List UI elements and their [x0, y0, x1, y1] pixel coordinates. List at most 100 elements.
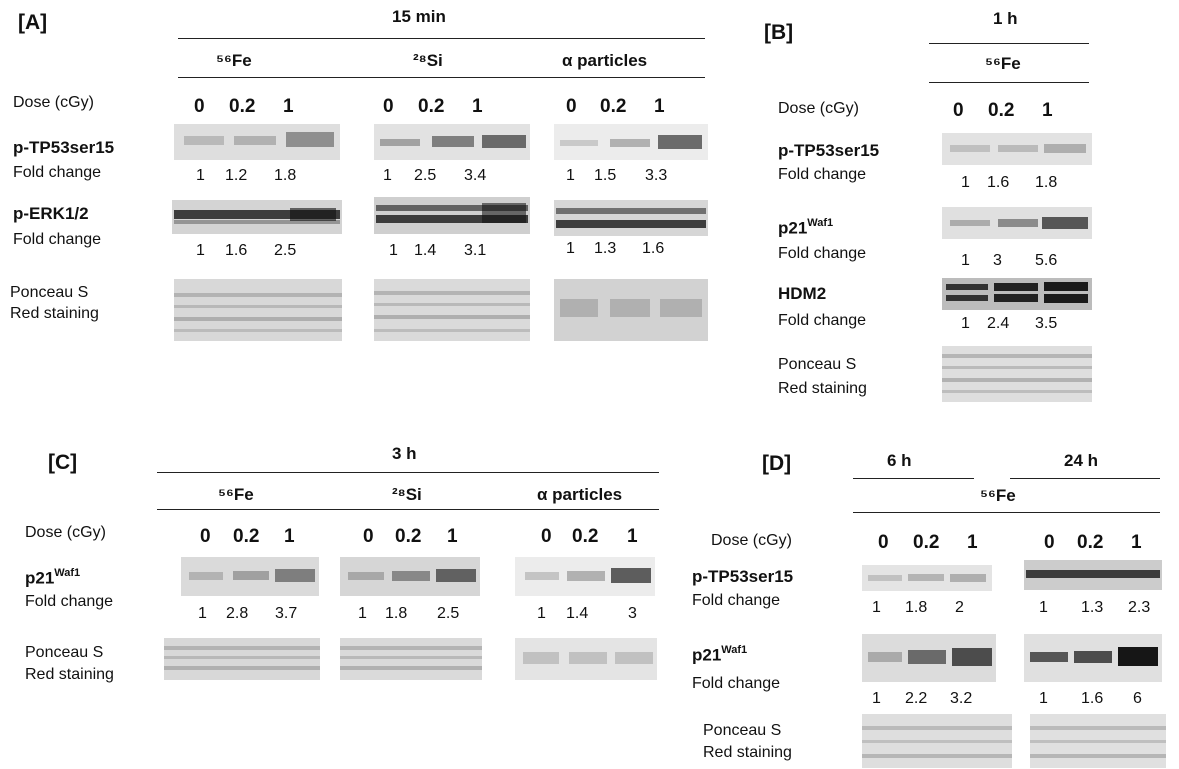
ponceau-stain-image [174, 279, 342, 341]
panel-d-protein-name: p21 [692, 645, 722, 665]
fold-value: 1 [196, 167, 205, 184]
panel-c-dose: 1 [627, 526, 638, 547]
panel-a-dose: 0 [566, 96, 577, 117]
panel-a-dose: 0 [194, 96, 205, 117]
ponceau-stain-image [942, 346, 1092, 402]
panel-d-dose: 0.2 [1077, 532, 1104, 553]
ponceau-stain-image [340, 638, 482, 680]
panel-c-dose: 0 [200, 526, 211, 547]
panel-b-dose-label: Dose (cGy) [778, 100, 859, 117]
panel-c-protein-sup: Waf1 [54, 567, 81, 579]
blot-band-image [1024, 560, 1162, 590]
panel-d-time: 24 h [1064, 451, 1099, 470]
fold-value: 1.8 [1035, 174, 1058, 191]
fold-value: 1.4 [414, 242, 437, 259]
blot-band-image [942, 278, 1092, 310]
panel-d-group-line [853, 512, 1160, 513]
fold-value: 1 [961, 315, 970, 332]
fold-value: 3 [993, 252, 1002, 269]
panel-d-protein-sup: Waf1 [721, 644, 748, 656]
panel-a-protein-label: p-TP53ser15 [13, 138, 115, 157]
fold-value: 3.7 [275, 605, 298, 622]
ponceau-stain-image [374, 279, 530, 341]
panel-d-dose: 0 [878, 532, 889, 553]
panel-b-dose: 0.2 [988, 100, 1015, 121]
fold-value: 2 [955, 599, 964, 616]
fold-value: 1 [872, 599, 881, 616]
ponceau-stain-image [515, 638, 657, 680]
fold-value: 2.3 [1128, 599, 1151, 616]
fold-value: 3.3 [645, 167, 668, 184]
panel-b-time-line [929, 43, 1089, 44]
panel-a-dose: 1 [654, 96, 665, 117]
fold-value: 1.8 [385, 605, 408, 622]
panel-b-dose: 0 [953, 100, 964, 121]
panel-c-group-alpha: α particles [537, 485, 623, 504]
ponceau-stain-image [164, 638, 320, 680]
panel-a-dose: 0.2 [418, 96, 445, 117]
panel-b-stain-label: Red staining [778, 380, 867, 397]
blot-band-image [862, 634, 996, 682]
blot-band-image [1024, 634, 1162, 682]
fold-value: 1 [537, 605, 546, 622]
fold-value: 1.4 [566, 605, 589, 622]
panel-c-time-line [157, 472, 659, 473]
fold-value: 1.6 [1081, 690, 1104, 707]
panel-a-group-fe: ⁵⁶Fe [216, 51, 252, 70]
fold-value: 1.3 [594, 240, 617, 257]
panel-c-group-si: ²⁸Si [392, 485, 422, 504]
fold-value: 1.6 [225, 242, 248, 259]
panel-c-group-fe: ⁵⁶Fe [218, 485, 254, 504]
panel-d-fold-label: Fold change [692, 675, 781, 692]
ponceau-stain-image [1030, 714, 1166, 768]
fold-value: 1 [566, 240, 575, 257]
blot-band-image [942, 133, 1092, 165]
fold-value: 1 [566, 167, 575, 184]
panel-c-time: 3 h [392, 444, 417, 463]
fold-value: 1 [961, 174, 970, 191]
fold-value: 2.8 [226, 605, 249, 622]
fold-value: 2.5 [437, 605, 460, 622]
panel-c-fold-label: Fold change [25, 593, 114, 610]
panel-c-protein-name: p21 [25, 568, 55, 588]
blot-band-image [554, 200, 708, 236]
fold-value: 1.3 [1081, 599, 1104, 616]
panel-a-fold-label: Fold change [13, 164, 102, 181]
blot-band-image [374, 124, 530, 160]
panel-c-letter: [C] [48, 451, 78, 474]
fold-value: 1.8 [274, 167, 297, 184]
fold-value: 6 [1133, 690, 1142, 707]
panel-b-protein-label: p-TP53ser15 [778, 141, 880, 160]
blot-band-image [374, 197, 530, 234]
fold-value: 3.2 [950, 690, 973, 707]
fold-value: 1 [383, 167, 392, 184]
panel-a-group-alpha: α particles [562, 51, 648, 70]
blot-band-image [942, 207, 1092, 239]
panel-a-dose: 1 [283, 96, 294, 117]
panel-d-letter: [D] [762, 452, 792, 475]
panel-d-dose: 1 [1131, 532, 1142, 553]
fold-value: 2.2 [905, 690, 928, 707]
panel-a-group-si: ²⁸Si [413, 51, 443, 70]
fold-value: 1 [198, 605, 207, 622]
panel-d-stain-label: Red staining [703, 744, 792, 761]
fold-value: 2.5 [274, 242, 297, 259]
panel-d-fold-label: Fold change [692, 592, 781, 609]
panel-b-group-line [929, 82, 1089, 83]
panel-d-dose: 1 [967, 532, 978, 553]
panel-c-protein-label: p21Waf1 [25, 567, 81, 588]
panel-c-dose-label: Dose (cGy) [25, 524, 106, 541]
panel-d-time-line [853, 478, 974, 479]
panel-a-dose: 1 [472, 96, 483, 117]
panel-b-letter: [B] [764, 21, 794, 44]
blot-band-image [340, 557, 480, 596]
panel-a-stain-label: Ponceau S [10, 284, 89, 301]
panel-b-dose: 1 [1042, 100, 1053, 121]
panel-c-stain-label: Red staining [25, 666, 114, 683]
panel-b-protein-sup: Waf1 [807, 217, 834, 229]
panel-a-group-line [178, 77, 705, 78]
fold-value: 1 [389, 242, 398, 259]
panel-c-dose: 0 [541, 526, 552, 547]
blot-band-image [181, 557, 319, 596]
